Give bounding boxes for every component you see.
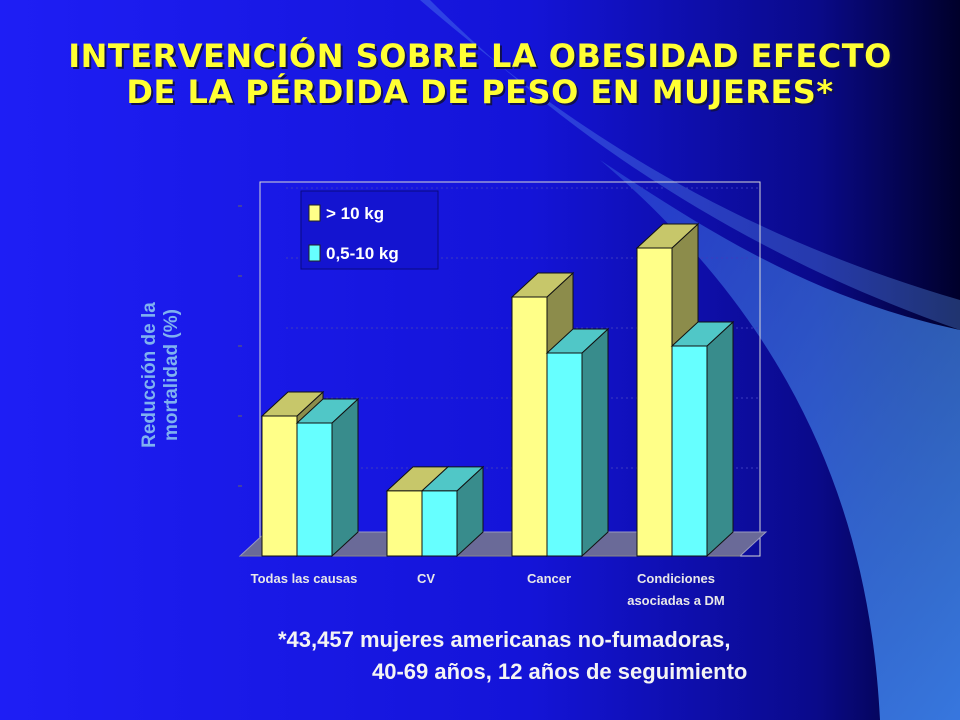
swoosh-shape bbox=[600, 160, 960, 720]
category-label: CV bbox=[417, 571, 435, 586]
bar bbox=[671, 345, 708, 557]
footnote: *43,457 mujeres americanas no-fumadoras,… bbox=[240, 624, 840, 688]
footnote-line-1: *43,457 mujeres americanas no-fumadoras, bbox=[278, 627, 731, 652]
legend-swatch bbox=[308, 244, 321, 262]
legend-label: 0,5-10 kg bbox=[326, 244, 399, 263]
category-label: Cancer bbox=[527, 571, 571, 586]
category-label: asociadas a DM bbox=[627, 593, 725, 608]
swoosh-light bbox=[420, 0, 960, 330]
legend-box bbox=[300, 190, 439, 270]
bar bbox=[386, 490, 423, 557]
legend-swatch bbox=[308, 204, 321, 222]
bar-side bbox=[706, 320, 734, 558]
bar bbox=[636, 247, 673, 557]
title-line-1: INTERVENCIÓN SOBRE LA OBESIDAD EFECTO bbox=[68, 37, 892, 75]
footnote-line-2: 40-69 años, 12 años de seguimiento bbox=[372, 659, 748, 684]
y-axis-label-line-1: Reducción de la bbox=[139, 302, 160, 448]
category-label: Condiciones bbox=[637, 571, 715, 586]
bar bbox=[261, 415, 298, 557]
category-label: Todas las causas bbox=[251, 571, 358, 586]
bar bbox=[546, 352, 583, 557]
title-line-2: DE LA PÉRDIDA DE PESO EN MUJERES* bbox=[126, 73, 834, 111]
bar bbox=[421, 490, 458, 557]
y-axis-label-line-2: mortalidad (%) bbox=[161, 309, 182, 441]
bar bbox=[511, 296, 548, 557]
bar-side bbox=[331, 397, 359, 558]
slide-title: INTERVENCIÓN SOBRE LA OBESIDAD EFECTO DE… bbox=[20, 38, 940, 110]
y-axis-label: Reducción de la mortalidad (%) bbox=[139, 215, 183, 535]
bar-side bbox=[581, 327, 609, 558]
bar bbox=[296, 422, 333, 557]
legend-label: > 10 kg bbox=[326, 204, 384, 223]
